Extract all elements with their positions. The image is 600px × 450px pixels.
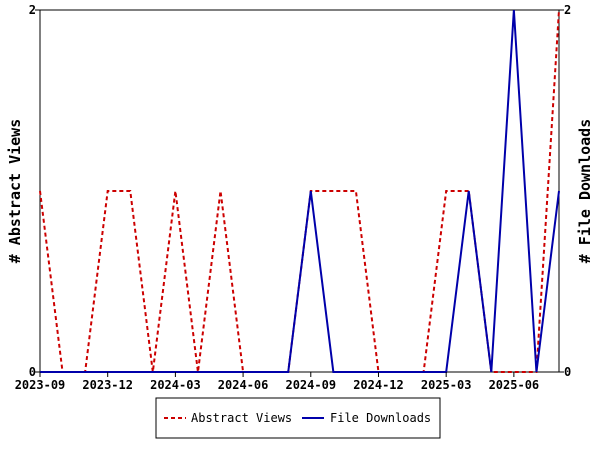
x-axis: 2023-09 2023-12 2024-03 2024-06 2024-09 2024-… — [15, 372, 539, 392]
y2-tick-label: 2 — [564, 3, 571, 17]
x-tick-label: 2023-12 — [82, 378, 133, 392]
legend-label-abstract-views: Abstract Views — [191, 411, 292, 425]
series-layer — [39, 9, 560, 373]
legend-label-file-downloads: File Downloads — [330, 411, 431, 425]
x-tick-label: 2023-09 — [15, 378, 66, 392]
y-axis-right: 02 — [559, 3, 571, 379]
series-line-file-downloads — [40, 9, 560, 373]
x-tick-label: 2024-06 — [218, 378, 269, 392]
legend: Abstract Views File Downloads — [155, 397, 441, 439]
y2-tick-label: 0 — [564, 365, 571, 379]
x-tick-label: 2025-06 — [489, 378, 540, 392]
x-tick-label: 2024-03 — [150, 378, 201, 392]
plot-area — [39, 9, 560, 373]
x-tick-label: 2025-03 — [421, 378, 472, 392]
y2-axis-title: # File Downloads — [576, 119, 594, 264]
y-tick-label: 0 — [29, 365, 36, 379]
legend-box — [155, 397, 441, 439]
y-axis-title: # Abstract Views — [6, 119, 24, 264]
y-tick-label: 2 — [29, 3, 36, 17]
x-tick-label: 2024-12 — [353, 378, 404, 392]
x-tick-label: 2024-09 — [285, 378, 336, 392]
y-axis-left: 02 — [29, 3, 40, 379]
